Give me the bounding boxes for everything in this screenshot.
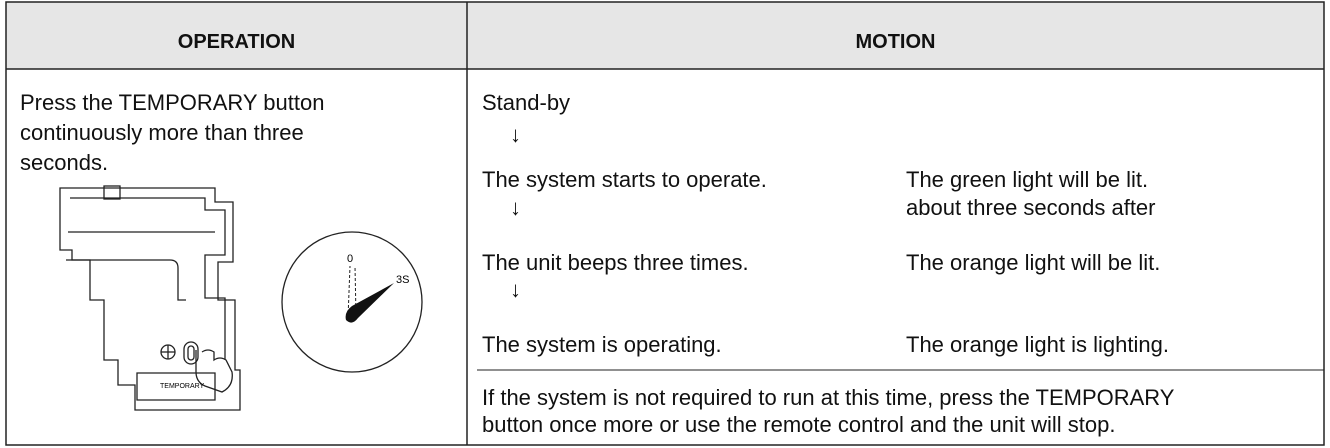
table-border xyxy=(5,1,1325,446)
column-header: OPERATION xyxy=(177,31,296,53)
button-label: TEMPORARY xyxy=(160,383,205,390)
sequence-arrow: ↓ xyxy=(510,195,521,220)
operation-text: Press the TEMPORARY button xyxy=(20,90,325,115)
sequence-step: The system starts to operate. xyxy=(482,167,767,192)
header-background xyxy=(6,2,1324,69)
sequence-arrow: ↓ xyxy=(510,122,521,147)
column-header: MOTION xyxy=(855,31,936,53)
sequence-step: Stand-by xyxy=(482,90,571,115)
sequence-arrow: ↓ xyxy=(510,277,521,302)
operation-text: continuously more than three xyxy=(20,120,304,145)
dial-label: 3S xyxy=(396,274,409,286)
operation-text: seconds. xyxy=(20,150,109,175)
indicator-text: The orange light is lighting. xyxy=(906,332,1169,357)
dial-label: 0 xyxy=(347,253,353,265)
indicator-text: The orange light will be lit. xyxy=(906,250,1161,275)
sequence-step: The system is operating. xyxy=(482,332,722,357)
sequence-step: The unit beeps three times. xyxy=(482,250,749,275)
note-text: If the system is not required to run at … xyxy=(482,385,1175,410)
note-text: button once more or use the remote contr… xyxy=(482,412,1116,437)
indicator-text: The green light will be lit. xyxy=(906,167,1149,192)
timer-dial xyxy=(281,231,423,373)
device-illustration xyxy=(59,185,241,411)
indicator-text: about three seconds after xyxy=(906,195,1156,220)
